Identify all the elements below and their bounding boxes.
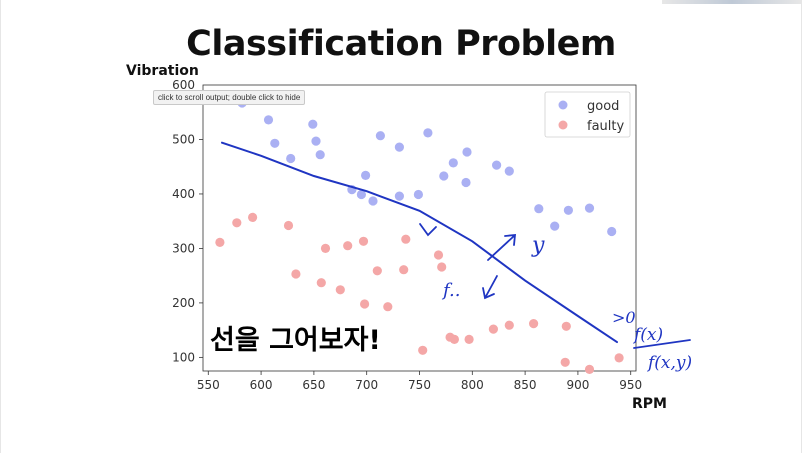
point-good-20 — [492, 160, 502, 170]
point-faulty-19 — [449, 334, 459, 344]
window-toolbar-strip — [662, 0, 802, 4]
point-good-18 — [462, 147, 472, 157]
y-tick-label-100: 100 — [172, 350, 195, 364]
point-good-26 — [607, 226, 617, 237]
legend-marker-good — [558, 100, 568, 110]
x-axis-label: RPM — [632, 396, 667, 412]
point-good-10 — [368, 196, 378, 206]
point-faulty-10 — [360, 299, 370, 309]
x-tick-label-800: 800 — [461, 378, 484, 392]
point-faulty-21 — [488, 324, 498, 334]
y-tick-label-500: 500 — [172, 132, 195, 146]
drawn-decision-line — [221, 141, 618, 344]
point-good-14 — [413, 189, 423, 200]
point-faulty-6 — [320, 243, 331, 253]
point-good-24 — [563, 205, 574, 215]
point-faulty-11 — [372, 266, 382, 276]
point-faulty-17 — [437, 262, 447, 272]
left-border — [0, 0, 1, 453]
y-tick-label-600: 600 — [172, 78, 195, 92]
point-faulty-12 — [383, 302, 393, 312]
handwritten-f-label: f.. — [441, 280, 460, 301]
point-faulty-27 — [614, 353, 624, 363]
x-tick-label-600: 600 — [250, 378, 273, 392]
points-layer — [215, 98, 624, 374]
handwritten-fraction-denominator: f(x,y) — [646, 353, 692, 373]
legend-label-good: good — [587, 99, 619, 114]
point-faulty-26 — [584, 364, 595, 374]
point-good-4 — [308, 119, 318, 129]
point-good-9 — [361, 170, 371, 180]
handwritten-text: f.. y >0 f(x) f(x,y) — [441, 233, 692, 373]
point-good-17 — [448, 158, 458, 168]
point-good-23 — [550, 221, 560, 231]
handwritten-fraction-numerator: f(x) — [632, 325, 663, 345]
point-faulty-1 — [232, 218, 242, 228]
point-faulty-25 — [560, 357, 570, 367]
point-good-25 — [584, 203, 595, 213]
handwritten-y-label: y — [531, 233, 545, 258]
handwritten-gt-zero: >0 — [612, 308, 636, 327]
x-tick-label-700: 700 — [355, 378, 378, 392]
point-faulty-3 — [283, 220, 294, 231]
handwritten-arrow-down — [482, 275, 498, 300]
point-good-3 — [286, 153, 296, 164]
handwritten-checkmark — [419, 223, 437, 237]
x-tick-label-750: 750 — [408, 378, 431, 392]
x-tick-label-850: 850 — [514, 378, 537, 392]
point-good-6 — [315, 150, 325, 160]
handwritten-arrow-up — [487, 233, 517, 261]
point-faulty-2 — [248, 212, 258, 222]
legend-marker-faulty — [558, 120, 568, 130]
point-faulty-8 — [343, 241, 353, 251]
point-good-22 — [534, 204, 544, 214]
x-tick-label-650: 650 — [302, 378, 325, 392]
point-faulty-13 — [399, 265, 409, 275]
y-tick-label-200: 200 — [172, 296, 195, 310]
point-faulty-15 — [418, 345, 428, 355]
ticks-layer: 550 600 650 700 750 800 850 900 950 100 200 300 400 5… — [172, 78, 642, 392]
point-faulty-5 — [316, 278, 326, 288]
x-tick-label-900: 900 — [566, 378, 589, 392]
x-tick-label-950: 950 — [619, 378, 642, 392]
point-good-2 — [270, 138, 280, 148]
point-good-11 — [375, 131, 385, 141]
korean-caption: 선을 그어보자! — [210, 325, 381, 356]
point-good-16 — [439, 171, 449, 181]
point-faulty-16 — [433, 250, 444, 260]
point-good-5 — [311, 136, 321, 146]
point-faulty-4 — [291, 269, 301, 279]
y-tick-label-400: 400 — [172, 187, 195, 201]
point-faulty-20 — [464, 334, 474, 344]
point-faulty-9 — [358, 236, 369, 246]
x-tick-label-550: 550 — [197, 378, 220, 392]
slide-title: Classification Problem — [186, 24, 616, 64]
point-good-13 — [394, 191, 404, 201]
point-good-12 — [394, 142, 404, 152]
point-faulty-22 — [504, 320, 514, 330]
y-axis-label: Vibration — [126, 63, 199, 79]
output-tooltip[interactable]: click to scroll output; double click to … — [153, 90, 306, 105]
legend: good faulty — [544, 91, 631, 138]
point-faulty-0 — [215, 237, 225, 247]
point-faulty-14 — [401, 234, 411, 244]
point-faulty-23 — [529, 319, 539, 329]
point-good-8 — [356, 189, 366, 200]
y-tick-label-300: 300 — [172, 241, 195, 255]
point-good-21 — [504, 166, 514, 176]
point-faulty-7 — [335, 285, 345, 295]
point-good-15 — [423, 128, 433, 138]
handwritten-fraction-bar — [633, 339, 691, 349]
legend-label-faulty: faulty — [587, 119, 624, 134]
handwritten-annotations — [419, 223, 691, 349]
point-good-19 — [461, 177, 471, 188]
point-faulty-24 — [561, 321, 571, 331]
point-good-1 — [263, 115, 274, 125]
